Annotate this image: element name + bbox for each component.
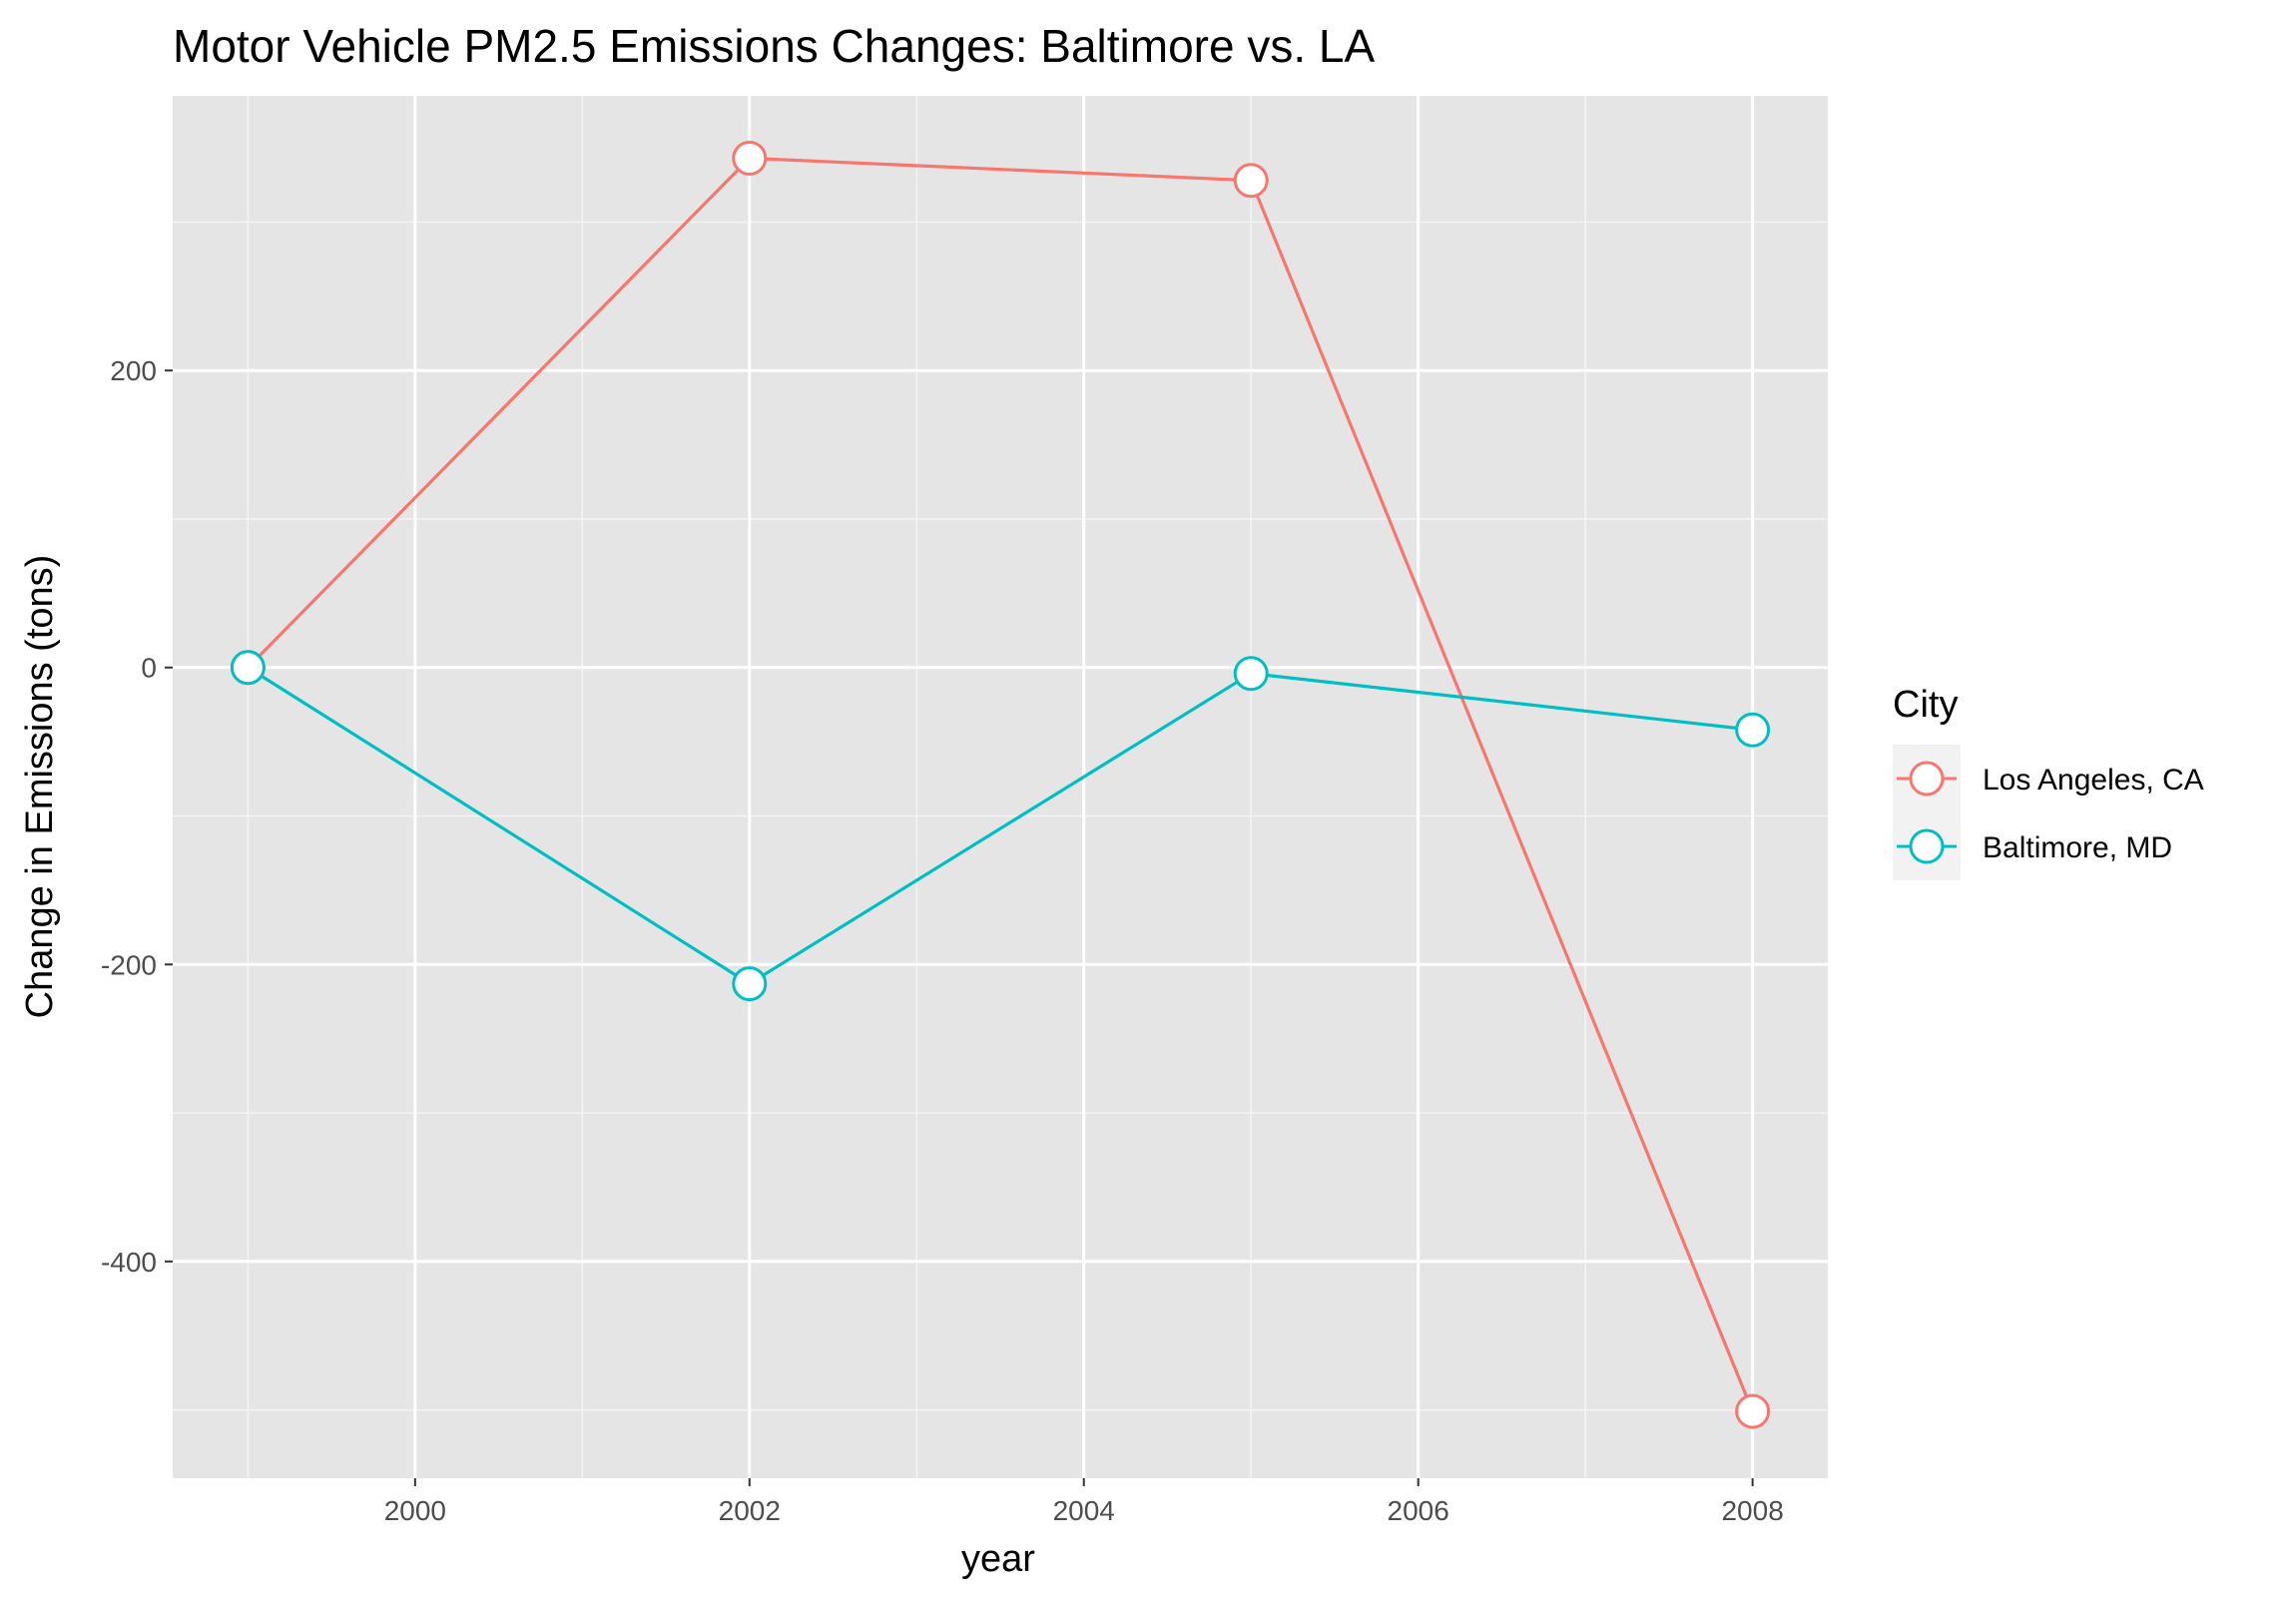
y-tick-label: 0	[141, 653, 157, 684]
legend-label: Baltimore, MD	[1983, 831, 2172, 864]
legend-key-point	[1909, 828, 1945, 864]
y-axis: -400 -200 0 200	[101, 355, 173, 1278]
legend: City Los Angeles, CA Baltimore, MD	[1893, 684, 2204, 880]
series-layer	[230, 140, 1771, 1429]
series-line-1	[247, 666, 1753, 986]
legend-title: City	[1893, 684, 1958, 726]
y-tick-label: -200	[101, 949, 157, 980]
x-tick-label: 2008	[1721, 1495, 1783, 1526]
data-point	[732, 966, 768, 1002]
legend-label: Los Angeles, CA	[1983, 764, 2204, 797]
x-tick-label: 2000	[384, 1495, 446, 1526]
data-point	[732, 140, 768, 176]
data-point	[1233, 656, 1269, 692]
x-tick-label: 2004	[1053, 1495, 1115, 1526]
x-tick-label: 2006	[1388, 1495, 1449, 1526]
y-tick-label: -400	[101, 1247, 157, 1278]
x-axis: 2000 2002 2004 2006 2008	[384, 1478, 1784, 1526]
y-axis-title: Change in Emissions (tons)	[19, 555, 61, 1019]
y-tick-label: 200	[110, 355, 157, 386]
x-tick-label: 2002	[719, 1495, 781, 1526]
data-point	[1735, 712, 1771, 748]
x-axis-title: year	[961, 1538, 1035, 1580]
chart-title: Motor Vehicle PM2.5 Emissions Changes: B…	[173, 20, 1375, 72]
data-point	[1233, 163, 1269, 199]
series-line-0	[247, 156, 1755, 1412]
data-point	[1735, 1393, 1771, 1429]
plot-panel	[173, 96, 1828, 1478]
legend-key-point	[1909, 761, 1945, 797]
grid-lines	[173, 96, 1828, 1478]
data-point	[230, 650, 266, 686]
